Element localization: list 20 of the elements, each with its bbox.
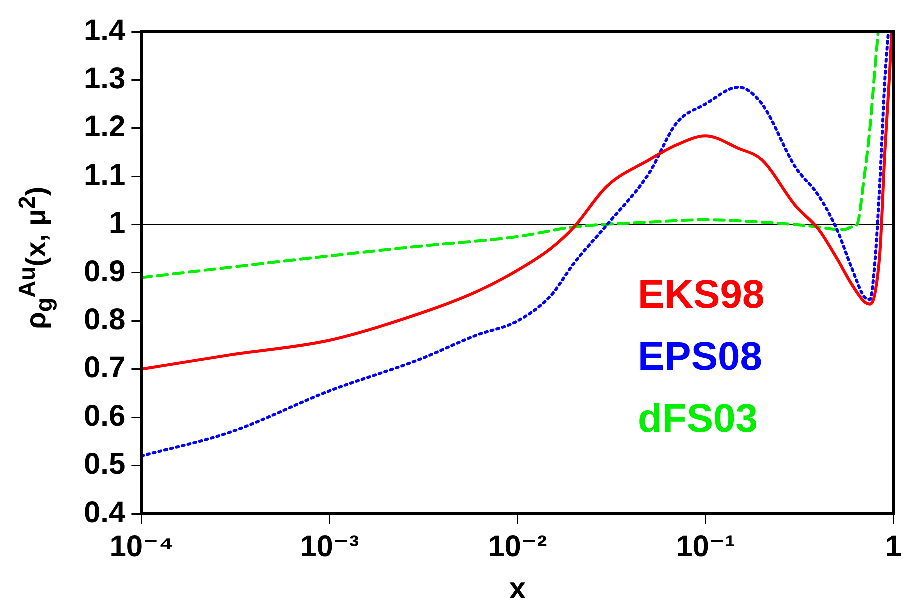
y-tick-label: 0.5 — [84, 448, 126, 482]
x-axis-title: x — [509, 572, 526, 606]
y-tick-label: 1.3 — [84, 62, 126, 96]
y-tick-label: 0.7 — [84, 352, 126, 385]
text: dFS03 — [638, 397, 758, 442]
series-label: EKS98 — [638, 273, 765, 318]
x-tick-label: 10⁻³ — [300, 530, 360, 564]
y-tick-label: 0.8 — [84, 303, 126, 336]
y-tick-label: 1.1 — [84, 158, 126, 192]
x-tick-label: 10⁻⁴ — [110, 530, 174, 564]
x-tick-label: 10⁻¹ — [676, 530, 736, 564]
y-tick-label: 1 — [109, 207, 126, 240]
x-tick-label: 1 — [885, 530, 902, 564]
y-tick-label: 0.9 — [84, 255, 126, 288]
y-tick-label: 1.4 — [84, 14, 126, 48]
x-tick-label: 10⁻² — [488, 530, 548, 564]
text: EPS08 — [638, 335, 763, 380]
y-tick-label: 1.2 — [84, 110, 126, 144]
y-tick-label: 0.4 — [84, 496, 126, 530]
y-tick-label: 0.6 — [84, 400, 126, 433]
